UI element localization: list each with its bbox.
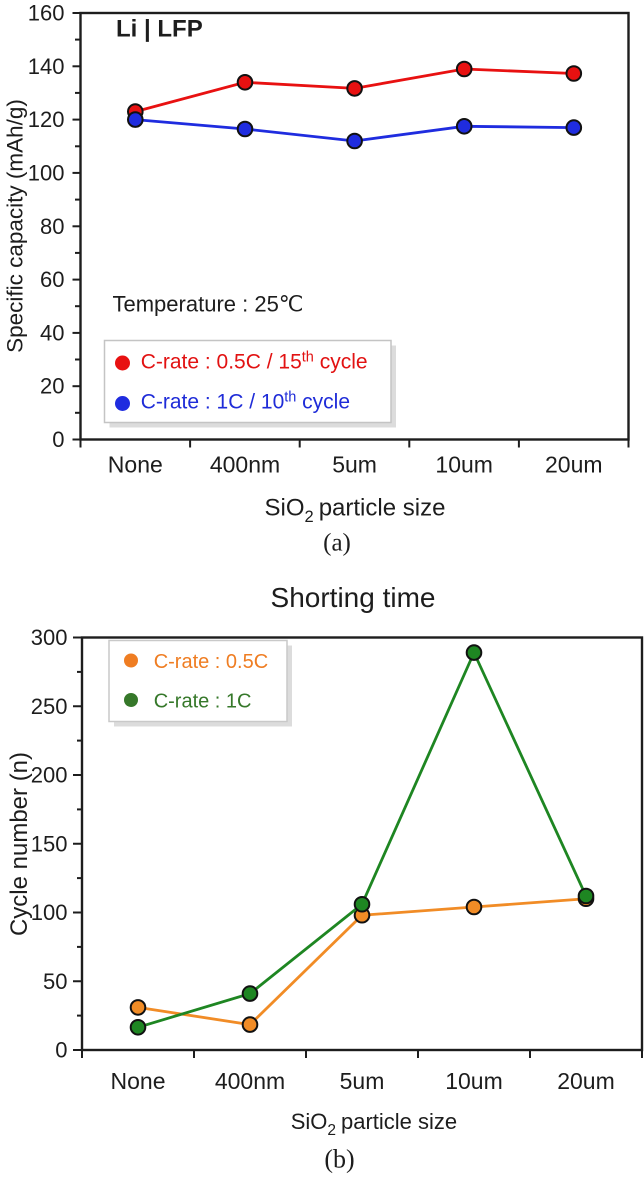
svg-text:100: 100 xyxy=(31,900,68,925)
svg-text:400nm: 400nm xyxy=(215,1068,285,1094)
svg-text:200: 200 xyxy=(31,763,68,788)
svg-text:160: 160 xyxy=(28,1,65,26)
svg-text:C-rate : 1C / 10th cycle: C-rate : 1C / 10th cycle xyxy=(141,390,350,414)
svg-text:50: 50 xyxy=(43,969,67,994)
svg-text:C-rate : 0.5C / 15th cycle: C-rate : 0.5C / 15th cycle xyxy=(141,350,368,374)
svg-text:Li | LFP: Li | LFP xyxy=(116,16,203,43)
svg-text:Cycle number (n): Cycle number (n) xyxy=(6,752,33,936)
svg-text:40: 40 xyxy=(40,320,64,345)
svg-text:0: 0 xyxy=(52,427,64,452)
svg-text:(b): (b) xyxy=(324,1145,354,1174)
svg-text:10um: 10um xyxy=(435,452,493,478)
svg-text:250: 250 xyxy=(31,694,68,719)
svg-text:Temperature : 25℃: Temperature : 25℃ xyxy=(113,291,304,316)
svg-text:140: 140 xyxy=(28,54,65,79)
svg-text:5um: 5um xyxy=(340,1068,385,1094)
svg-text:150: 150 xyxy=(31,831,68,856)
svg-text:20um: 20um xyxy=(557,1068,615,1094)
svg-text:Specific capacity (mAh/g): Specific capacity (mAh/g) xyxy=(3,99,28,353)
svg-text:None: None xyxy=(111,1068,166,1094)
svg-text:5um: 5um xyxy=(332,452,377,478)
svg-text:300: 300 xyxy=(31,625,68,650)
svg-text:400nm: 400nm xyxy=(210,452,280,478)
svg-text:None: None xyxy=(108,452,163,478)
svg-text:60: 60 xyxy=(40,267,64,292)
svg-text:(a): (a) xyxy=(323,530,351,557)
svg-text:120: 120 xyxy=(28,107,65,132)
svg-text:80: 80 xyxy=(40,214,64,239)
svg-text:100: 100 xyxy=(28,160,65,185)
svg-text:20um: 20um xyxy=(545,452,603,478)
svg-text:10um: 10um xyxy=(445,1068,503,1094)
svg-text:Shorting time: Shorting time xyxy=(271,582,436,613)
svg-text:0: 0 xyxy=(55,1038,67,1063)
svg-text:20: 20 xyxy=(40,374,64,399)
svg-text:C-rate : 1C: C-rate : 1C xyxy=(154,691,252,713)
svg-text:C-rate : 0.5C: C-rate : 0.5C xyxy=(154,651,268,673)
